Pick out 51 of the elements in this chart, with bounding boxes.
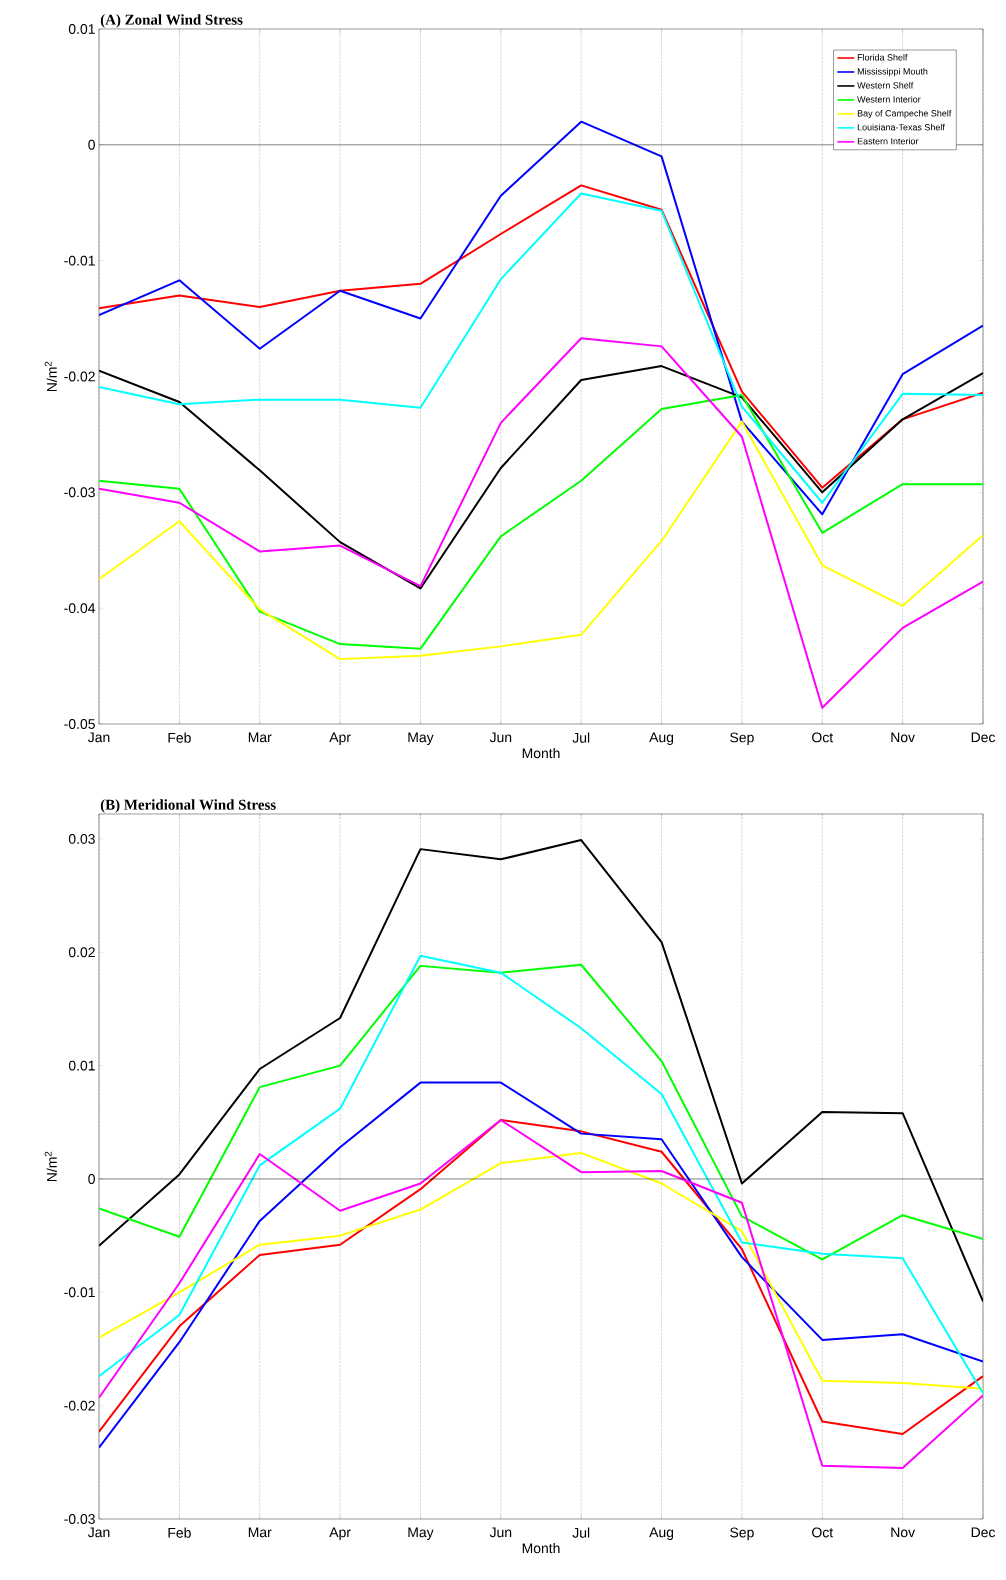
x-tick-label: Sep — [730, 1527, 754, 1541]
x-tick-label: Jul — [572, 732, 590, 743]
x-tick-label: Dec — [971, 1527, 996, 1538]
x-tick-label: Nov — [891, 732, 915, 743]
legend-label: Mississippi Mouth — [857, 67, 928, 77]
y-axis-title: N/m$^{2}$ — [44, 361, 57, 392]
y-tick-label: -0.01 — [64, 1287, 95, 1298]
y-tick-label: -0.04 — [64, 603, 96, 614]
legend-label: Louisiana-Texas Shelf — [857, 123, 945, 131]
y-tick-label: -0.02 — [64, 371, 95, 382]
x-tick-label: Apr — [329, 1527, 351, 1540]
legend-label: Western Interior — [857, 95, 921, 103]
y-tick-label: 0 — [88, 1174, 95, 1184]
y-tick-label: 0.03 — [68, 833, 95, 844]
x-tick-label: Jan — [87, 1527, 110, 1538]
y-tick-label: -0.03 — [64, 487, 95, 498]
x-tick-label: Jun — [489, 732, 512, 743]
chart-title: (A) Zonal Wind Stress — [100, 14, 243, 28]
legend-label: Bay of Campeche Shelf — [857, 109, 952, 119]
x-tick-label: Jun — [489, 1527, 512, 1538]
x-tick-label: Jan — [87, 732, 110, 743]
x-tick-label: Mar — [248, 1527, 272, 1538]
x-tick-label: May — [408, 732, 434, 745]
y-tick-label: -0.05 — [64, 719, 95, 729]
x-tick-label: Jul — [572, 1527, 590, 1538]
y-tick-label: 0 — [88, 139, 95, 150]
y-tick-label: -0.01 — [64, 255, 95, 266]
x-tick-label: Dec — [971, 732, 996, 743]
x-tick-label: Aug — [649, 732, 674, 745]
y-tick-label: -0.03 — [64, 1514, 95, 1524]
y-axis-title: N/m$^{2}$ — [44, 1151, 57, 1182]
legend-label: Western Shelf — [857, 81, 914, 89]
x-tick-label: Apr — [329, 732, 351, 745]
x-tick-label: Oct — [812, 732, 834, 743]
y-tick-label: 0.01 — [68, 1060, 95, 1071]
legend-label: Florida Shelf — [857, 54, 908, 61]
x-tick-label: Sep — [730, 732, 754, 746]
x-tick-label: Aug — [649, 1527, 674, 1540]
x-tick-label: Feb — [168, 732, 191, 743]
x-tick-label: Mar — [248, 732, 272, 743]
x-tick-label: Feb — [168, 1527, 191, 1538]
y-tick-label: 0.02 — [68, 947, 95, 958]
x-tick-label: May — [408, 1527, 434, 1540]
legend-label: Eastern Interior — [857, 137, 919, 145]
x-tick-label: Oct — [812, 1527, 834, 1538]
x-tick-label: Nov — [891, 1527, 915, 1538]
y-tick-label: 0.01 — [68, 24, 95, 34]
chart-title: (B) Meridional Wind Stress — [100, 799, 276, 813]
x-axis-title: Month — [522, 747, 560, 759]
y-tick-label: -0.02 — [64, 1400, 95, 1411]
x-axis-title: Month — [522, 1542, 560, 1554]
